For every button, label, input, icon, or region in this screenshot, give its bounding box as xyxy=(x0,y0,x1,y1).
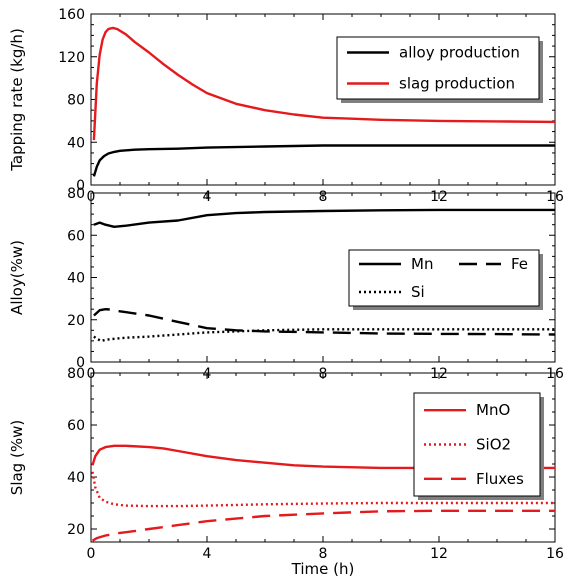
y-tick-label: 0 xyxy=(76,355,85,371)
x-axis-label: Time (h) xyxy=(291,560,355,578)
y-tick-label: 80 xyxy=(67,366,85,382)
y-tick-label: 80 xyxy=(67,93,85,109)
series-line-fe xyxy=(93,308,556,336)
legend: alloy production slag production xyxy=(336,36,543,103)
panel-3: 0 4 8 12 16 20 40 60 80 Slag (%w) MnO SiO2 Fluxes xyxy=(8,366,564,562)
legend-label-sio2: SiO2 xyxy=(476,436,511,454)
y-tick-label: 80 xyxy=(67,186,85,202)
y-tick-label: 20 xyxy=(67,313,85,329)
x-tick-label: 12 xyxy=(430,546,448,562)
series-line-si xyxy=(93,328,555,343)
y-axis-label: Tapping rate (kg/h) xyxy=(8,28,26,172)
series-line-mn xyxy=(93,208,555,229)
legend-box xyxy=(336,36,540,100)
series-line-fluxes xyxy=(91,509,555,542)
y-tick-label: 120 xyxy=(58,50,85,66)
y-tick-label: 40 xyxy=(67,271,85,287)
legend-label-mno: MnO xyxy=(476,401,510,419)
y-tick-label: 60 xyxy=(67,418,85,434)
legend-label-si: Si xyxy=(411,283,425,301)
y-axis-label: Slag (%w) xyxy=(8,420,26,495)
x-tick-label: 16 xyxy=(546,546,564,562)
series-line-alloy production xyxy=(92,144,555,177)
legend: Mn Fe Si xyxy=(348,249,543,310)
legend-label-mn: Mn xyxy=(411,255,433,273)
legend-label-alloy production: alloy production xyxy=(399,44,520,62)
x-tick-label: 4 xyxy=(203,546,212,562)
legend: MnO SiO2 Fluxes xyxy=(413,392,544,500)
y-axis-label: Alloy(%w) xyxy=(8,240,26,315)
y-tick-label: 20 xyxy=(67,522,85,538)
y-tick-label: 40 xyxy=(67,135,85,151)
series-line-mno xyxy=(91,444,555,470)
y-tick-label: 60 xyxy=(67,228,85,244)
x-tick-label: 8 xyxy=(319,546,328,562)
x-tick-label: 0 xyxy=(87,546,96,562)
legend-label-fe: Fe xyxy=(511,255,528,273)
legend-box xyxy=(348,249,540,307)
y-tick-label: 160 xyxy=(58,7,85,23)
legend-label-fluxes: Fluxes xyxy=(476,470,524,488)
y-tick-label: 0 xyxy=(76,178,85,194)
series-line-slag production xyxy=(92,26,556,141)
y-tick-label: 40 xyxy=(67,470,85,486)
legend-label-slag production: slag production xyxy=(399,75,515,93)
